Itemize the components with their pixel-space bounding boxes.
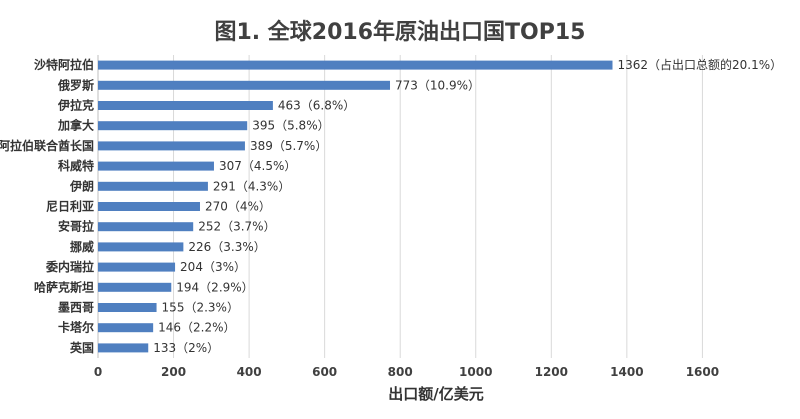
data-label: 226（3.3%） bbox=[188, 240, 265, 254]
category-label: 阿拉伯联合酋长国 bbox=[0, 138, 94, 153]
category-label: 沙特阿拉伯 bbox=[34, 57, 94, 72]
x-tick-label: 800 bbox=[388, 365, 413, 379]
data-label: 194（2.9%） bbox=[176, 280, 253, 294]
data-label: 463（6.8%） bbox=[278, 99, 355, 113]
bar bbox=[98, 343, 149, 353]
category-label: 尼日利亚 bbox=[46, 199, 94, 214]
data-label: 204（3%） bbox=[180, 260, 246, 274]
x-tick-label: 1200 bbox=[535, 365, 568, 379]
bar bbox=[98, 262, 176, 272]
category-label: 卡塔尔 bbox=[58, 320, 94, 335]
category-label: 安哥拉 bbox=[58, 219, 94, 234]
category-label: 科威特 bbox=[58, 158, 94, 173]
category-label: 哈萨克斯坦 bbox=[34, 279, 94, 294]
bar bbox=[98, 141, 245, 151]
bar bbox=[98, 181, 208, 191]
category-label: 加拿大 bbox=[57, 118, 94, 133]
bar bbox=[98, 121, 248, 131]
data-label: 291（4.3%） bbox=[213, 179, 290, 193]
bar bbox=[98, 242, 184, 252]
bar bbox=[98, 222, 194, 232]
category-label: 英国 bbox=[70, 340, 94, 355]
data-label: 307（4.5%） bbox=[219, 159, 296, 173]
chart-title: 图1. 全球2016年原油出口国TOP15 bbox=[214, 20, 586, 45]
data-label: 395（5.8%） bbox=[252, 119, 329, 133]
category-label: 伊拉克 bbox=[57, 98, 94, 113]
bar bbox=[98, 60, 613, 70]
bar bbox=[98, 202, 200, 211]
data-label: 133（2%） bbox=[153, 341, 219, 355]
x-tick-label: 1600 bbox=[686, 365, 719, 379]
data-label: 146（2.2%） bbox=[158, 321, 235, 335]
x-tick-label: 0 bbox=[94, 365, 102, 379]
x-tick-label: 400 bbox=[237, 365, 262, 379]
bar bbox=[98, 282, 172, 292]
x-axis-label: 出口额/亿美元 bbox=[388, 385, 484, 403]
data-label: 155（2.3%） bbox=[162, 301, 239, 315]
bar bbox=[98, 303, 157, 312]
data-label: 252（3.7%） bbox=[198, 220, 275, 234]
bar bbox=[98, 80, 391, 90]
category-label: 墨西哥 bbox=[58, 301, 94, 315]
data-label: 773（10.9%） bbox=[395, 78, 480, 92]
x-tick-label: 1400 bbox=[610, 365, 643, 379]
category-label: 委内瑞拉 bbox=[45, 259, 94, 274]
category-label: 挪威 bbox=[70, 239, 94, 254]
bar bbox=[98, 101, 273, 110]
data-label: 270（4%） bbox=[205, 200, 271, 214]
data-label: 389（5.7%） bbox=[250, 139, 327, 153]
bar bbox=[98, 161, 214, 171]
category-label: 伊朗 bbox=[69, 178, 94, 193]
bar bbox=[98, 323, 154, 333]
data-label: 1362（占出口总额的20.1%） bbox=[618, 57, 783, 72]
x-tick-label: 600 bbox=[312, 365, 337, 379]
x-tick-label: 200 bbox=[161, 365, 186, 379]
x-tick-label: 1000 bbox=[459, 365, 492, 379]
category-label: 俄罗斯 bbox=[57, 77, 94, 92]
